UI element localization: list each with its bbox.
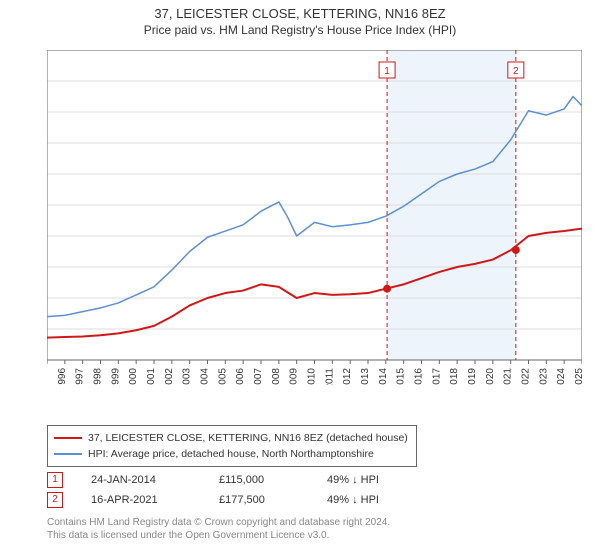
svg-text:1996: 1996: [57, 368, 68, 385]
chart-container: 37, LEICESTER CLOSE, KETTERING, NN16 8EZ…: [0, 0, 600, 560]
sale-date: 24-JAN-2014: [91, 474, 191, 486]
svg-text:2025: 2025: [574, 368, 582, 385]
svg-text:2: 2: [513, 66, 519, 77]
svg-text:2003: 2003: [182, 368, 193, 385]
legend-item: HPI: Average price, detached house, Nort…: [54, 446, 408, 462]
svg-text:2017: 2017: [431, 368, 442, 385]
sale-marker-number: 2: [52, 495, 58, 505]
sale-marker-icon: 1: [47, 472, 63, 488]
svg-text:2012: 2012: [342, 368, 353, 385]
sale-marker-icon: 2: [47, 492, 63, 508]
sale-price: £177,500: [219, 494, 299, 506]
svg-text:2023: 2023: [538, 368, 549, 385]
svg-text:2020: 2020: [485, 368, 496, 385]
title-block: 37, LEICESTER CLOSE, KETTERING, NN16 8EZ…: [0, 0, 600, 37]
sale-date: 16-APR-2021: [91, 494, 191, 506]
legend: 37, LEICESTER CLOSE, KETTERING, NN16 8EZ…: [47, 425, 417, 467]
svg-text:2007: 2007: [253, 368, 264, 385]
svg-text:1999: 1999: [110, 368, 121, 385]
svg-text:1997: 1997: [75, 368, 86, 385]
legend-label: 37, LEICESTER CLOSE, KETTERING, NN16 8EZ…: [88, 430, 408, 446]
svg-text:2016: 2016: [414, 368, 425, 385]
svg-text:1998: 1998: [93, 368, 104, 385]
svg-text:2000: 2000: [128, 368, 139, 385]
sales-table: 1 24-JAN-2014 £115,000 49% ↓ HPI 2 16-AP…: [47, 470, 417, 510]
attribution: Contains HM Land Registry data © Crown c…: [47, 516, 390, 542]
svg-text:2004: 2004: [200, 368, 211, 385]
svg-text:2005: 2005: [217, 368, 228, 385]
attribution-line: Contains HM Land Registry data © Crown c…: [47, 516, 390, 529]
svg-text:2018: 2018: [449, 368, 460, 385]
svg-text:2022: 2022: [521, 368, 532, 385]
sale-marker-number: 1: [52, 475, 58, 485]
sale-hpi-delta: 49% ↓ HPI: [327, 494, 417, 506]
legend-item: 37, LEICESTER CLOSE, KETTERING, NN16 8EZ…: [54, 430, 408, 446]
svg-text:2010: 2010: [307, 368, 318, 385]
svg-text:2011: 2011: [324, 368, 335, 385]
svg-text:2019: 2019: [467, 368, 478, 385]
legend-swatch: [54, 453, 82, 455]
svg-text:2001: 2001: [146, 368, 157, 385]
sale-row: 2 16-APR-2021 £177,500 49% ↓ HPI: [47, 490, 417, 510]
sale-row: 1 24-JAN-2014 £115,000 49% ↓ HPI: [47, 470, 417, 490]
attribution-line: This data is licensed under the Open Gov…: [47, 529, 390, 542]
svg-text:1995: 1995: [47, 368, 50, 385]
svg-text:2021: 2021: [503, 368, 514, 385]
legend-swatch: [54, 437, 82, 439]
chart-plot-area: £0£50K£100K£150K£200K£250K£300K£350K£400…: [47, 50, 582, 385]
svg-text:2014: 2014: [378, 368, 389, 385]
sale-hpi-delta: 49% ↓ HPI: [327, 474, 417, 486]
svg-text:2006: 2006: [235, 368, 246, 385]
svg-text:2024: 2024: [556, 368, 567, 385]
chart-svg: £0£50K£100K£150K£200K£250K£300K£350K£400…: [47, 50, 582, 385]
svg-text:2013: 2013: [360, 368, 371, 385]
legend-label: HPI: Average price, detached house, Nort…: [88, 446, 374, 462]
svg-text:2002: 2002: [164, 368, 175, 385]
sale-price: £115,000: [219, 474, 299, 486]
svg-text:2015: 2015: [396, 368, 407, 385]
svg-text:2009: 2009: [289, 368, 300, 385]
svg-text:1: 1: [384, 66, 390, 77]
chart-subtitle: Price paid vs. HM Land Registry's House …: [0, 23, 600, 37]
chart-title: 37, LEICESTER CLOSE, KETTERING, NN16 8EZ: [0, 6, 600, 21]
svg-text:2008: 2008: [271, 368, 282, 385]
